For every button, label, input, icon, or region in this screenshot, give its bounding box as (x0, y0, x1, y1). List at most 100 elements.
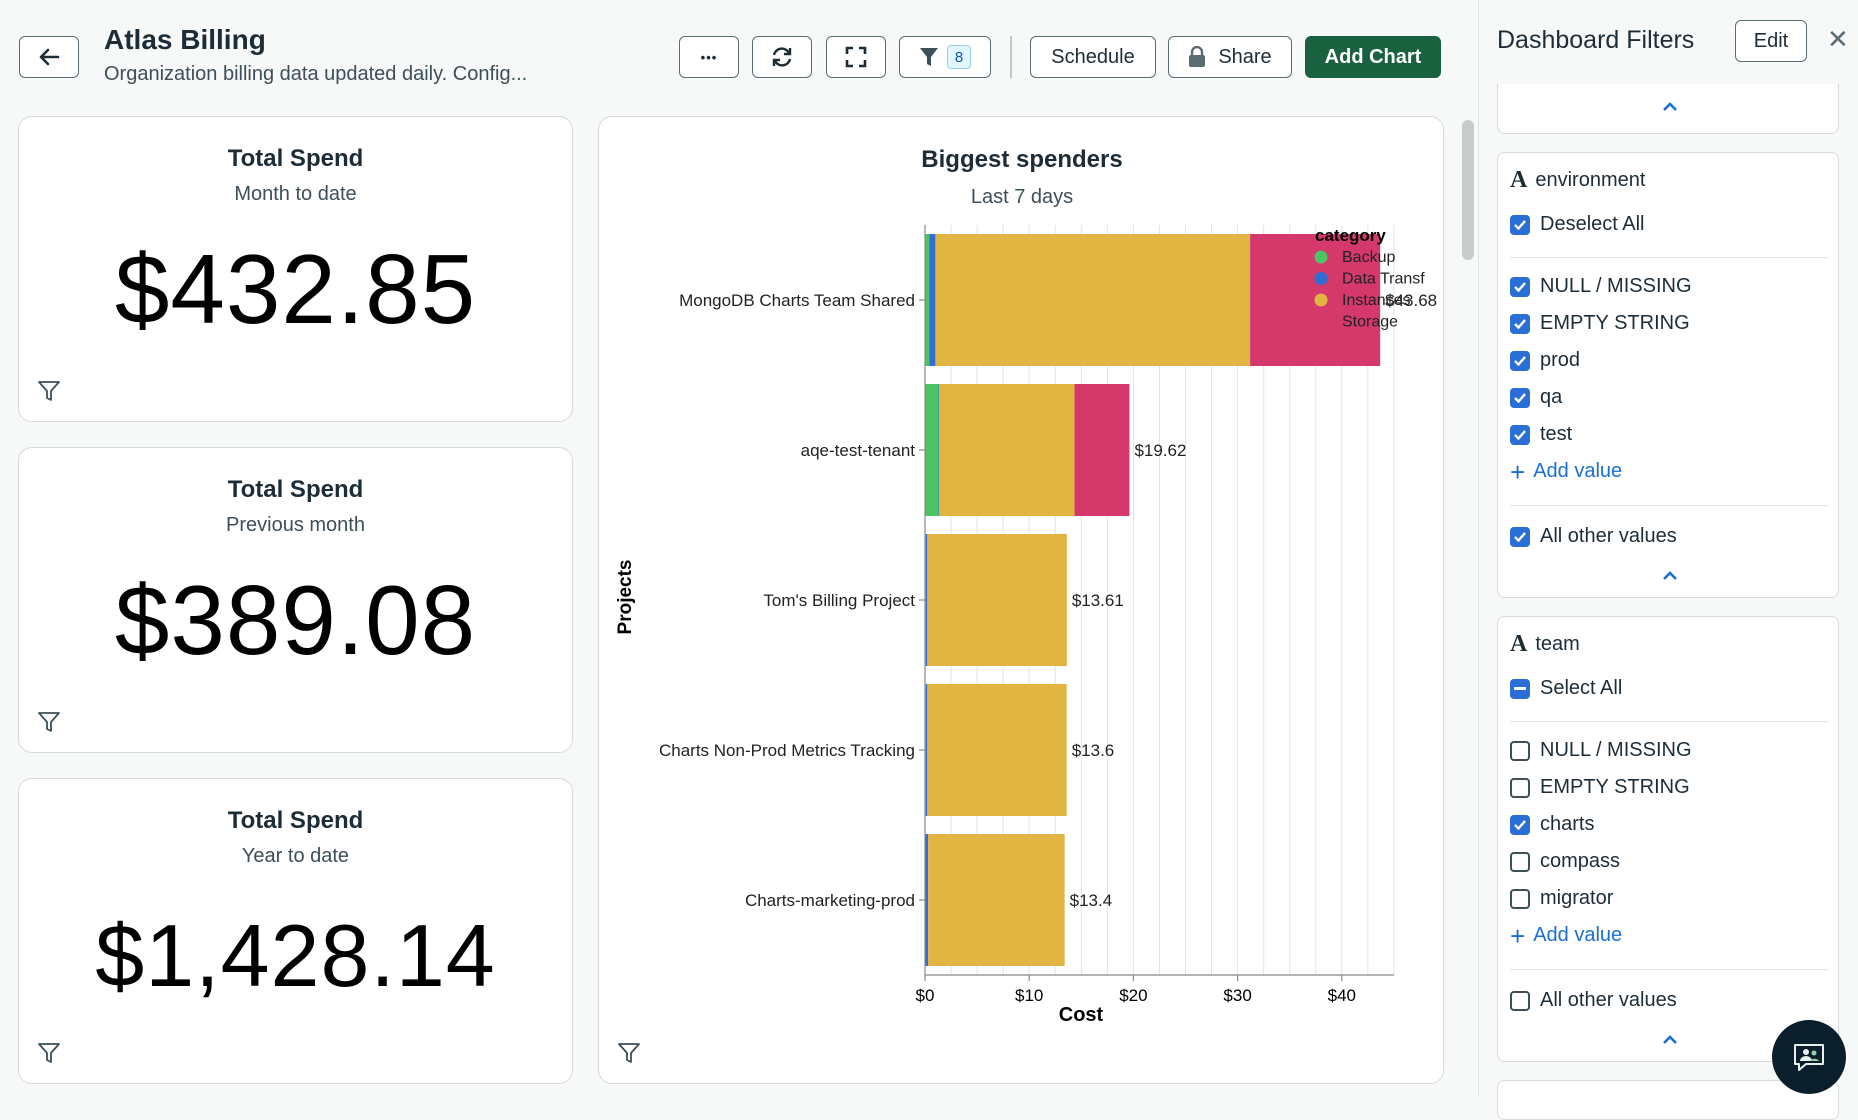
filter-divider (1510, 505, 1828, 506)
filter-icon[interactable] (37, 379, 61, 403)
chat-user-icon (1794, 1044, 1824, 1071)
legend-entry: Backup (1342, 249, 1395, 266)
filter-icon[interactable] (617, 1041, 641, 1065)
funnel-icon (920, 48, 938, 66)
checkbox-label: migrator (1540, 887, 1614, 909)
filter-value-checkbox[interactable]: EMPTY STRING (1510, 312, 1690, 335)
x-tick-label: $40 (1328, 986, 1356, 1005)
x-tick-label: $30 (1223, 986, 1251, 1005)
dashboard-description[interactable]: Organization billing data updated daily.… (104, 63, 528, 85)
all-other-values-checkbox[interactable]: All other values (1510, 989, 1677, 1012)
ellipsis-icon: ••• (700, 49, 718, 65)
checkbox-checked-icon (1510, 214, 1530, 235)
filter-value-checkbox[interactable]: charts (1510, 813, 1594, 836)
bar-segment[interactable] (925, 684, 927, 816)
add-chart-button[interactable]: Add Chart (1305, 36, 1441, 78)
checkbox-label: compass (1540, 850, 1621, 872)
deselect-all-checkbox[interactable]: Deselect All (1510, 213, 1645, 236)
dashboard-header: Atlas Billing Organization billing data … (0, 0, 1478, 112)
bar-segment[interactable] (925, 534, 927, 666)
edit-filters-button[interactable]: Edit (1735, 20, 1807, 62)
string-type-icon: A (1510, 167, 1528, 193)
bar-segment[interactable] (925, 834, 929, 966)
bar-segment[interactable] (927, 534, 1067, 666)
back-button[interactable] (19, 36, 79, 78)
filter-divider (1510, 721, 1828, 722)
bar-segment[interactable] (925, 234, 930, 366)
filter-value-checkbox[interactable]: NULL / MISSING (1510, 739, 1692, 762)
filter-value-checkbox[interactable]: migrator (1510, 887, 1613, 910)
y-tick-label: Charts Non-Prod Metrics Tracking (659, 741, 915, 760)
checkbox-unchecked-icon (1510, 888, 1530, 909)
checkbox-checked-icon (1510, 424, 1530, 445)
checkbox-label: NULL / MISSING (1540, 275, 1692, 297)
arrow-left-icon (39, 48, 60, 66)
filter-value-checkbox[interactable]: compass (1510, 850, 1620, 873)
checkbox-label: charts (1540, 813, 1595, 835)
bar-total-label: $13.4 (1070, 891, 1113, 910)
close-panel-icon[interactable]: ✕ (1827, 24, 1849, 54)
kpi-card-year-to-date[interactable]: Total Spend Year to date $1,428.14 (18, 778, 573, 1084)
dashboard-scrollbar[interactable] (1462, 120, 1474, 260)
chevron-up-icon[interactable] (1662, 1035, 1678, 1045)
filter-icon[interactable] (37, 710, 61, 734)
kpi-subtitle: Previous month (226, 514, 365, 536)
filter-value-checkbox[interactable]: prod (1510, 349, 1580, 372)
filter-value-checkbox[interactable]: NULL / MISSING (1510, 275, 1692, 298)
add-value-button[interactable]: + Add value (1510, 459, 1623, 485)
all-other-values-checkbox[interactable]: All other values (1510, 525, 1677, 548)
panel-title: Dashboard Filters (1497, 26, 1695, 54)
chart-legend: category Backup Data Transf Instances Stora… (1314, 226, 1425, 331)
filters-button[interactable]: 8 (899, 36, 991, 78)
chevron-up-icon[interactable] (1662, 102, 1678, 112)
filter-value-checkbox[interactable]: test (1510, 423, 1572, 446)
bar-segment[interactable] (926, 534, 928, 666)
filter-value-checkbox[interactable]: qa (1510, 386, 1562, 409)
chart-card-biggest-spenders[interactable]: Biggest spenders Last 7 days $0 $10 $20 $30… (598, 116, 1444, 1084)
schedule-button[interactable]: Schedule (1030, 36, 1156, 78)
add-value-label: Add value (1533, 460, 1623, 482)
chat-support-button[interactable] (1772, 1020, 1846, 1094)
checkbox-label: EMPTY STRING (1540, 776, 1690, 798)
legend-entry: Data Transf (1342, 271, 1425, 288)
filter-field-header: A team (1510, 631, 1580, 658)
kpi-card-month-to-date[interactable]: Total Spend Month to date $432.85 (18, 116, 573, 422)
add-value-button[interactable]: + Add value (1510, 923, 1622, 949)
dashboard-filters-panel: Dashboard Filters Edit ✕ A environment D… (1478, 0, 1858, 1120)
kpi-title: Total Spend (227, 807, 364, 834)
kpi-subtitle: Year to date (241, 845, 350, 867)
kpi-title: Total Spend (227, 476, 364, 503)
x-tick-label: $0 (916, 986, 935, 1005)
kpi-card-previous-month[interactable]: Total Spend Previous month $389.08 (18, 447, 573, 753)
lock-icon (1189, 46, 1206, 67)
bar-segment[interactable] (927, 684, 1067, 816)
bar-segment[interactable] (928, 834, 1065, 966)
filter-value-checkbox[interactable]: EMPTY STRING (1510, 776, 1690, 799)
share-button[interactable]: Share (1168, 36, 1292, 78)
chevron-up-icon[interactable] (1662, 571, 1678, 581)
more-options-button[interactable]: ••• (679, 36, 739, 78)
bar-segment[interactable] (1074, 384, 1130, 516)
checkbox-unchecked-icon (1510, 851, 1530, 872)
refresh-button[interactable] (752, 36, 812, 78)
checkbox-indeterminate-icon (1510, 678, 1530, 699)
checkbox-unchecked-icon (1510, 777, 1530, 798)
checkbox-checked-icon (1510, 276, 1530, 297)
checkbox-label: EMPTY STRING (1540, 312, 1690, 334)
bar-segment[interactable] (935, 234, 1251, 366)
y-tick-label: MongoDB Charts Team Shared (679, 291, 915, 310)
kpi-title: Total Spend (227, 145, 364, 172)
biggest-spenders-chart: Biggest spenders Last 7 days $0 $10 $20 $30… (615, 146, 1437, 1026)
legend-swatch (1314, 293, 1328, 307)
bar-segment[interactable] (926, 684, 928, 816)
checkbox-label: qa (1540, 386, 1563, 408)
chart-title: Biggest spenders (921, 146, 1122, 173)
select-all-checkbox[interactable]: Select All (1510, 677, 1622, 700)
bar-segment[interactable] (925, 384, 939, 516)
bar-segment[interactable] (939, 384, 1075, 516)
fullscreen-button[interactable] (826, 36, 886, 78)
kpi-value: $432.85 (114, 234, 477, 344)
filter-icon[interactable] (37, 1041, 61, 1065)
bar-segment[interactable] (929, 234, 936, 366)
checkbox-label: Select All (1540, 677, 1623, 699)
